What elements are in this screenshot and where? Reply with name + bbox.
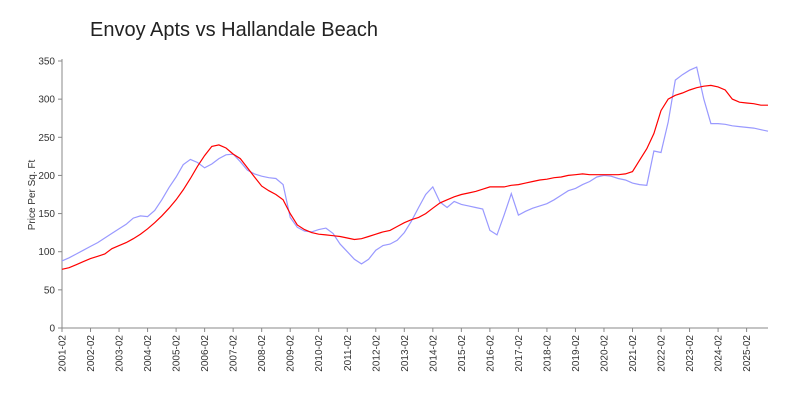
- x-tick-label: 2012-02: [371, 335, 382, 372]
- y-tick-label: 350: [38, 57, 55, 68]
- x-tick-label: 2011-02: [343, 335, 354, 371]
- y-tick-label: 200: [38, 171, 55, 182]
- x-tick-label: 2021-02: [628, 335, 639, 372]
- x-tick-label: 2009-02: [286, 335, 297, 372]
- x-tick-label: 2018-02: [542, 335, 553, 372]
- x-tick-label: 2019-02: [571, 335, 582, 372]
- y-axis-label: Price Per Sq. Ft: [27, 159, 38, 230]
- x-tick-label: 2022-02: [657, 335, 668, 372]
- y-tick-label: 100: [38, 247, 55, 258]
- x-tick-label: 2013-02: [400, 335, 411, 372]
- x-tick-label: 2006-02: [200, 335, 211, 372]
- x-tick-label: 2017-02: [514, 335, 525, 372]
- x-tick-label: 2014-02: [428, 335, 439, 372]
- x-tick-label: 2002-02: [86, 335, 97, 372]
- x-tick-label: 2024-02: [714, 335, 725, 372]
- x-tick-label: 2023-02: [685, 335, 696, 372]
- x-tick-label: 2010-02: [314, 335, 325, 372]
- x-tick-label: 2020-02: [599, 335, 610, 372]
- x-tick-label: 2008-02: [257, 335, 268, 372]
- chart-title: Envoy Apts vs Hallandale Beach: [90, 19, 378, 41]
- x-tick-label: 2001-02: [58, 335, 69, 372]
- x-tick-label: 2025-02: [742, 335, 753, 372]
- series-line: [61, 66, 769, 265]
- x-tick-label: 2004-02: [143, 335, 154, 372]
- y-tick-label: 250: [38, 133, 55, 144]
- x-tick-label: 2003-02: [115, 335, 126, 372]
- x-tick-label: 2005-02: [172, 335, 183, 372]
- series-line: [61, 84, 768, 270]
- y-tick-label: 150: [38, 209, 55, 220]
- x-tick-label: 2007-02: [229, 335, 240, 372]
- y-tick-label: 0: [49, 324, 55, 335]
- y-tick-label: 300: [38, 95, 55, 106]
- x-tick-label: 2015-02: [457, 335, 468, 372]
- y-tick-label: 50: [44, 285, 56, 296]
- x-tick-label: 2016-02: [485, 335, 496, 372]
